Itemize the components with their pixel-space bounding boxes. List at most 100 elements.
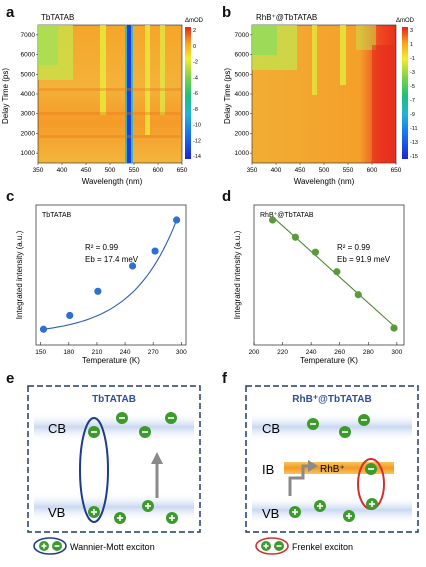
- data-point: [354, 291, 362, 299]
- electron-particle: [358, 414, 370, 426]
- heatmap-xtick-label: 550: [343, 167, 354, 174]
- xtick-label: 150: [35, 349, 46, 356]
- schematic-e-title: TbTATAB: [92, 394, 136, 405]
- heatmap-xtick-label: 400: [57, 167, 68, 174]
- data-point: [173, 216, 181, 224]
- chart-c-title: TbTATAB: [42, 212, 72, 219]
- panel-f-schematic: RhB⁺@TbTATAB CB IB VB RhB⁺: [245, 385, 419, 533]
- legend-wannier-particles: [39, 541, 62, 551]
- chart-c-ylabel: Integrated intensity (a.u.): [15, 230, 24, 319]
- xtick-label: 270: [148, 349, 159, 356]
- chart-c-fit-line: [43, 219, 178, 330]
- electron-particle: [88, 426, 100, 438]
- xtick-label: 300: [176, 349, 187, 356]
- electron-particle: [307, 418, 319, 430]
- heatmap-ytick-label: 7000: [235, 32, 250, 39]
- wannier-mott-ellipse: [79, 417, 109, 523]
- xtick-label: 180: [63, 349, 74, 356]
- colorbar-tick-label: -8: [193, 107, 198, 113]
- heatmap-a-xticks: 350 400 450 500 550 600 650: [33, 163, 188, 174]
- data-point: [291, 233, 300, 241]
- data-point: [268, 216, 277, 224]
- hole-particle: [166, 512, 178, 524]
- heatmap-a-yticks: 1000 2000 3000 4000 5000 6000 7000: [21, 32, 38, 157]
- heatmap-xtick-label: 650: [177, 167, 188, 174]
- panel-letter-b: b: [222, 4, 232, 21]
- schematic-f-title: RhB⁺@TbTATAB: [292, 394, 371, 405]
- electron-particle: [139, 426, 151, 438]
- heatmap-xtick-label: 600: [367, 167, 378, 174]
- hole-particle: [366, 498, 378, 510]
- colorbar-tick-label: 0: [193, 44, 196, 50]
- legend-frenkel-particles: [261, 541, 284, 551]
- chart-d-xlabel: Temperature (K): [300, 356, 358, 365]
- panel-a-heatmap: TbTATAB ΔmOD 2 0 -2 -4 -6 -8 -10 -12 -14 350 400 4…: [1, 13, 204, 186]
- heatmap-ytick-label: 4000: [21, 91, 36, 98]
- heatmap-a-cbar-label: ΔmOD: [185, 18, 204, 24]
- schematic-e-arrow: [151, 452, 163, 498]
- heatmap-b-title: RhB⁺@TbTATAB: [256, 13, 317, 22]
- schematic-e-cb-label: CB: [48, 421, 66, 436]
- heatmap-ytick-label: 1000: [21, 150, 36, 157]
- colorbar-tick-label: -11: [410, 126, 418, 132]
- chart-c-r2: R² = 0.99: [85, 243, 119, 252]
- panel-e-schematic: TbTATAB CB VB: [27, 385, 201, 533]
- heatmap-a-colorbar: [185, 27, 191, 159]
- xtick-label: 200: [249, 349, 260, 356]
- data-point: [39, 325, 48, 333]
- heatmap-b-xticks: 350 400 450 500 550 600 650: [247, 163, 402, 174]
- heatmap-ytick-label: 5000: [21, 71, 36, 78]
- heatmap-b-yticks: 1000 2000 3000 4000 5000 6000 7000: [235, 32, 252, 157]
- heatmap-b-ylabel: Delay Time (ps): [223, 68, 232, 124]
- hole-particle: [289, 506, 301, 518]
- hole-particle: [142, 500, 154, 512]
- xtick-label: 240: [306, 349, 317, 356]
- xtick-label: 300: [391, 349, 402, 356]
- legend-wannier: Wannier-Mott exciton: [33, 537, 155, 555]
- colorbar-tick-label: -1: [410, 56, 415, 62]
- heatmap-ytick-label: 3000: [21, 111, 36, 118]
- xtick-label: 240: [120, 349, 131, 356]
- data-point: [94, 287, 102, 295]
- heatmap-b-colorbar-ticks: 3 1 -1 -3 -5 -7 -9 -11 -13 -15: [410, 28, 418, 160]
- colorbar-tick-label: -9: [410, 112, 415, 118]
- hole-particle: [39, 541, 49, 551]
- chart-d-title: RhB⁺@TbTATAB: [260, 212, 314, 219]
- hole-particle: [261, 541, 271, 551]
- electron-particle: [339, 426, 351, 438]
- xtick-label: 210: [92, 349, 103, 356]
- heatmap-ytick-label: 6000: [21, 52, 36, 59]
- xtick-label: 280: [363, 349, 374, 356]
- heatmap-b-colorbar: [402, 27, 408, 159]
- electron-particle: [274, 541, 284, 551]
- heatmap-ytick-label: 1000: [235, 150, 250, 157]
- chart-c-eb: Eb = 17.4 meV: [85, 255, 139, 264]
- schematic-f-arrow: [288, 460, 318, 496]
- schematic-f-particles: [289, 414, 378, 522]
- colorbar-tick-label: 2: [193, 28, 196, 34]
- colorbar-tick-label: -5: [410, 84, 415, 90]
- electron-particle: [52, 541, 62, 551]
- hole-particle: [343, 510, 355, 522]
- chart-c-xlabel: Temperature (K): [82, 356, 140, 365]
- schematic-f-vb-label: VB: [262, 506, 279, 521]
- heatmap-ytick-label: 3000: [235, 111, 250, 118]
- schematic-f-cb-band: [252, 412, 412, 442]
- heatmap-ytick-label: 4000: [235, 91, 250, 98]
- legend-frenkel: Frenkel exciton: [255, 537, 353, 555]
- panel-d-chart: RhB⁺@TbTATAB R² = 0.99 Eb = 91.9 meV 200…: [233, 204, 405, 365]
- panel-letter-f: f: [222, 370, 227, 387]
- chart-c-xticks: 150 180 210 240 270 300: [35, 342, 187, 356]
- colorbar-tick-label: -13: [410, 140, 418, 146]
- xtick-label: 220: [277, 349, 288, 356]
- colorbar-tick-label: -4: [193, 75, 198, 81]
- panel-letter-d: d: [222, 188, 232, 205]
- heatmap-b-cbar-label: ΔmOD: [396, 18, 415, 24]
- heatmap-ytick-label: 6000: [235, 52, 250, 59]
- panel-b-heatmap: RhB⁺@TbTATAB ΔmOD 31-1-3-5-7-9-11-13-15 …: [223, 13, 418, 186]
- panel-letter-c: c: [6, 188, 15, 205]
- colorbar-tick-label: -3: [410, 70, 415, 76]
- heatmap-a-title: TbTATAB: [41, 13, 74, 22]
- chart-d-eb: Eb = 91.9 meV: [337, 255, 391, 264]
